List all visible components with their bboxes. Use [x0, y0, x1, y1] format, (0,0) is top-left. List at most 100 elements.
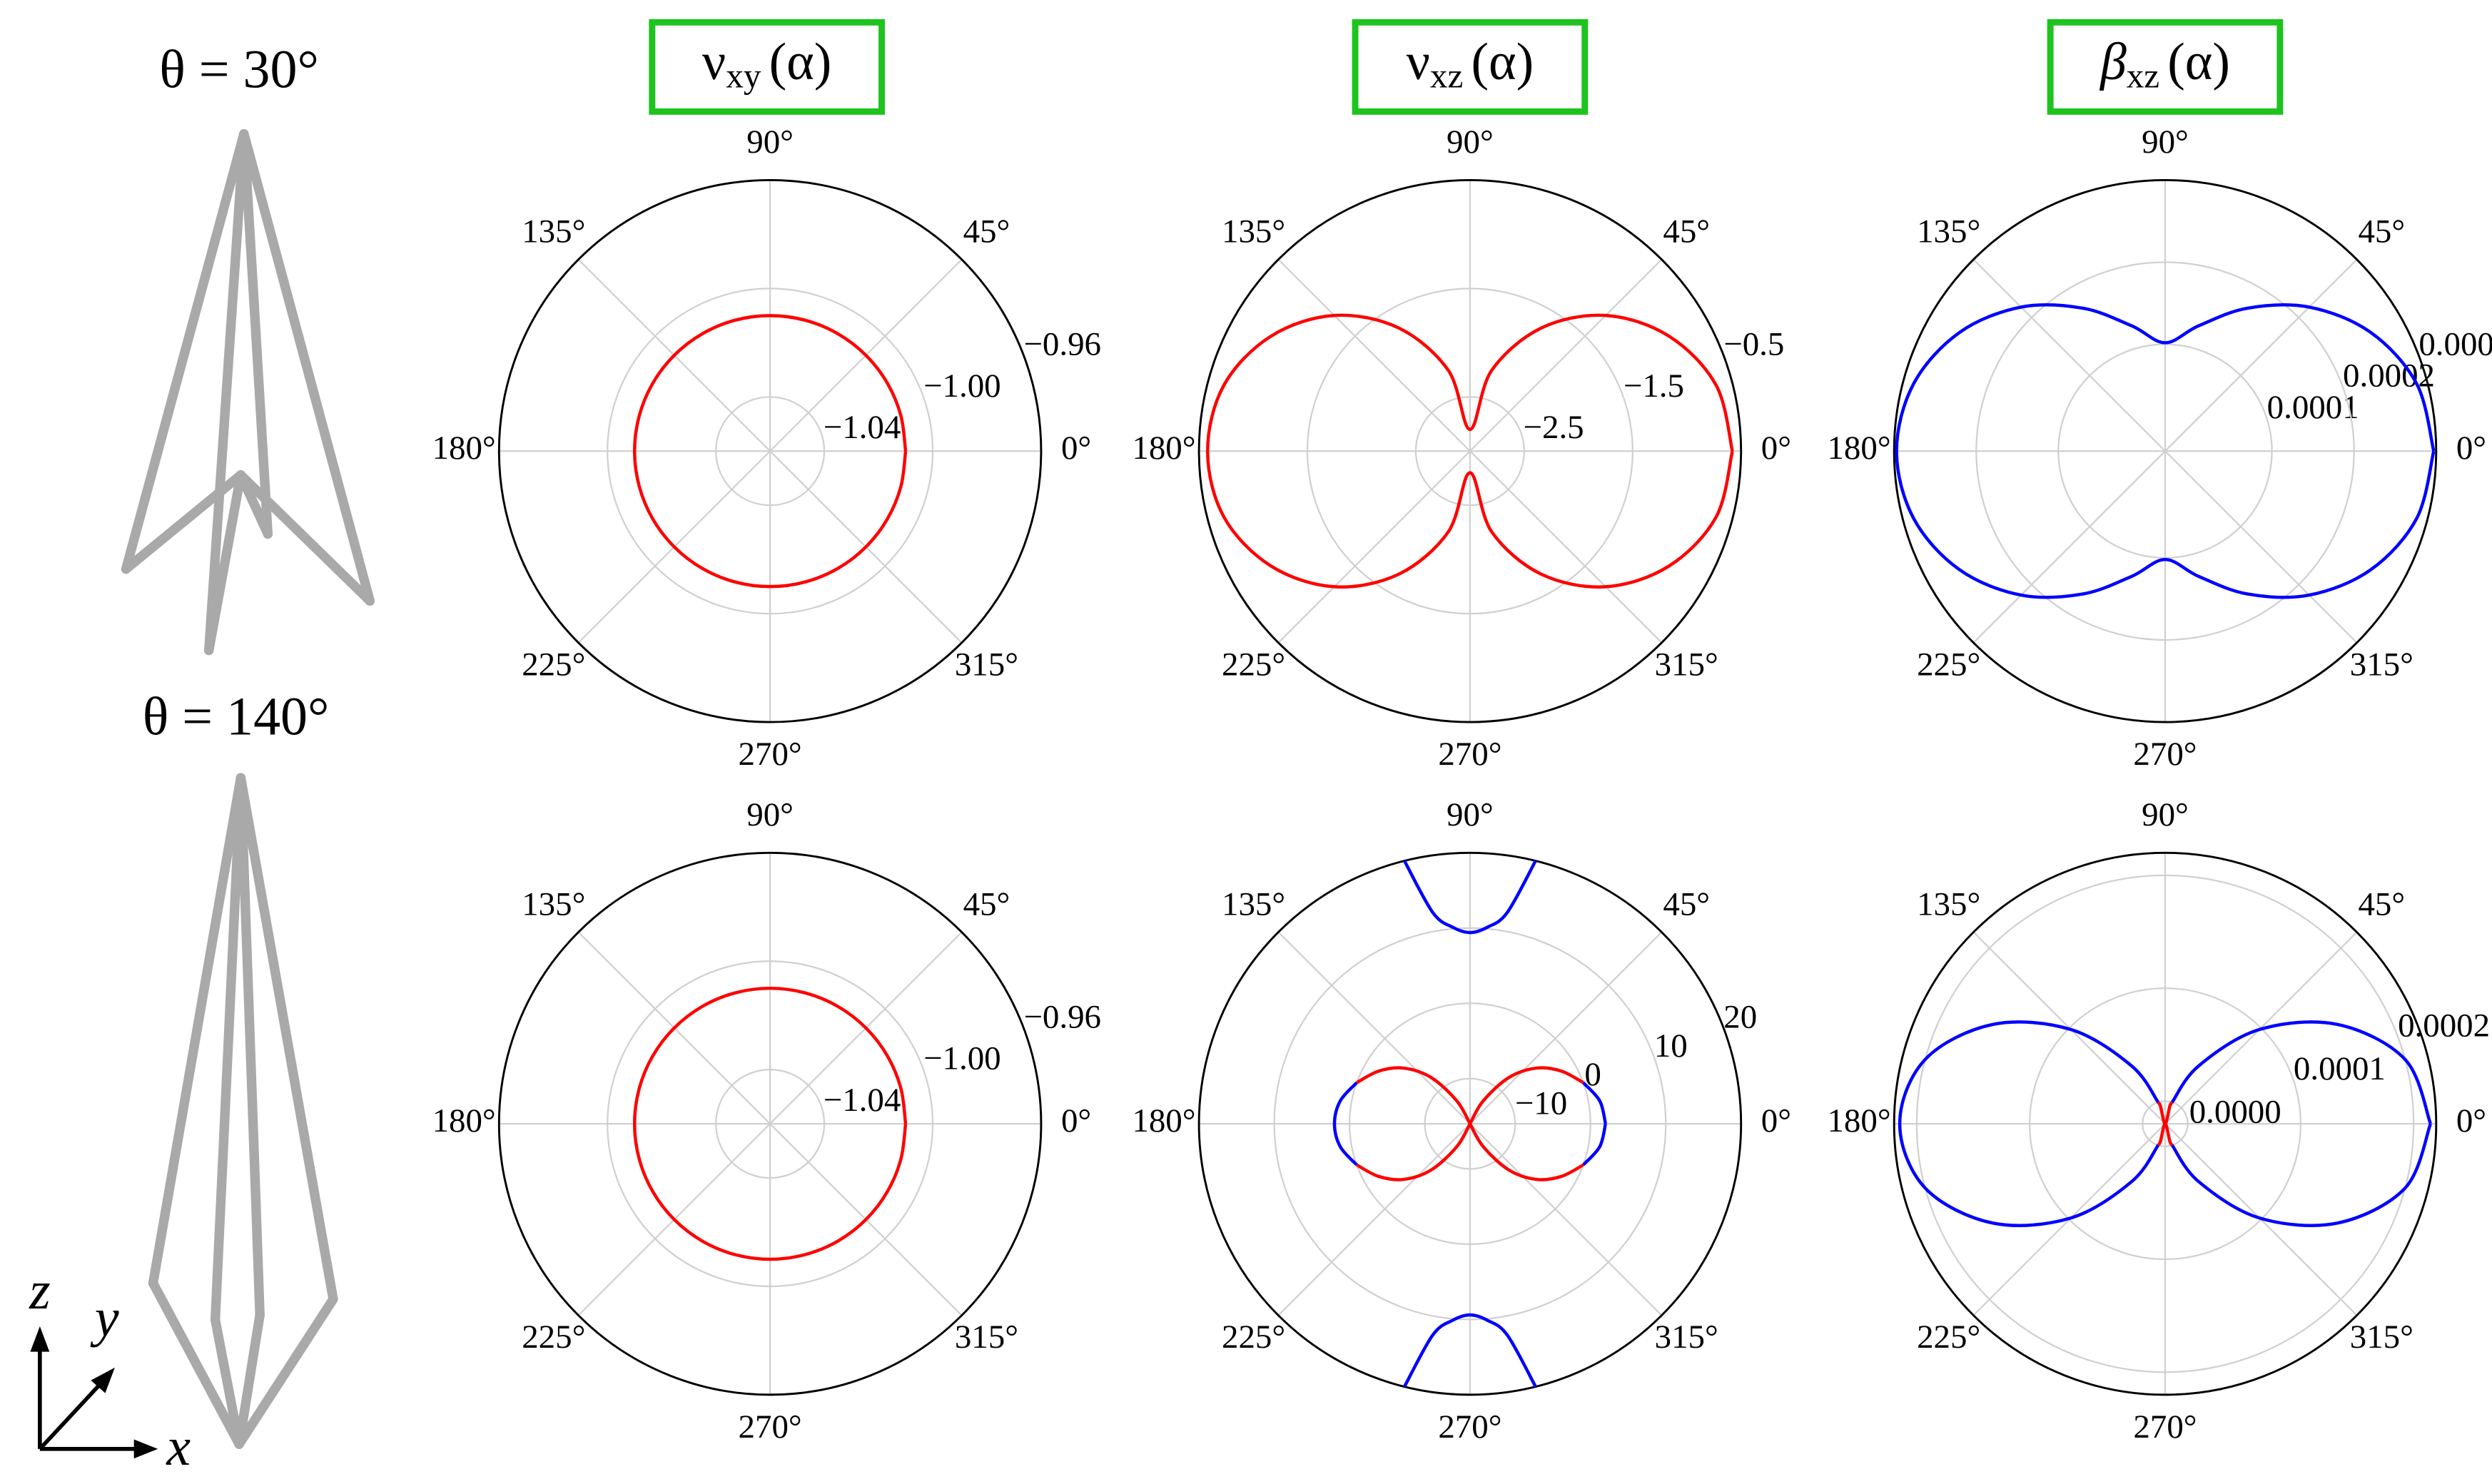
angle-tick-label: 180° [432, 430, 496, 467]
radial-tick-label: 10 [1654, 1027, 1688, 1064]
angle-tick-label: 90° [2142, 796, 2189, 833]
angle-tick-label: 135° [522, 886, 585, 923]
angle-tick-label: 315° [2350, 1318, 2414, 1356]
polar-chart: 0° 45° 90° 135° 180° 225° 270° 315° −10 0 10 20 [1132, 796, 1791, 1445]
spoke-grid-line [2164, 450, 2358, 644]
angle-tick-label: 0° [1061, 1102, 1091, 1139]
radial-tick-label: −1.00 [923, 367, 1001, 405]
title-symbol: ν [1407, 32, 1430, 91]
radial-tick-label: 0 [1584, 1056, 1601, 1093]
polar-frame [497, 179, 1043, 723]
spoke-grid-line [1972, 450, 2166, 644]
polar-curve [1206, 313, 1734, 589]
angle-tick-label: 315° [1655, 646, 1718, 683]
radial-tick-label: −10 [1515, 1085, 1567, 1122]
angle-tick-label: 90° [746, 796, 794, 833]
angle-tick-label: 0° [1761, 430, 1791, 467]
angle-tick-label: 270° [2133, 736, 2197, 773]
spoke-grid-line [1277, 258, 1471, 452]
polar-chart: 0° 45° 90° 135° 180° 225° 270° 315° −1.04 −1.00 −0… [432, 123, 1101, 773]
polar-chart: 0° 45° 90° 135° 180° 225° 270° 315° −1.04 −1.00 −0… [432, 796, 1101, 1445]
angle-tick-label: 180° [432, 1102, 496, 1139]
radial-tick-label: −0.96 [1023, 999, 1101, 1036]
angle-tick-label: 225° [1222, 1318, 1285, 1356]
polar-curve [2157, 1101, 2174, 1147]
angle-tick-label: 90° [1447, 123, 1494, 161]
angle-tick-label: 45° [2358, 886, 2405, 923]
polar-frame [497, 851, 1043, 1396]
angle-tick-label: 45° [963, 213, 1011, 250]
ring-grid-line [607, 288, 934, 615]
ring-grid-line [1306, 288, 1634, 615]
wireframe-bottom [148, 773, 338, 1449]
angle-tick-label: 135° [1222, 886, 1285, 923]
radial-tick-label: −0.96 [1023, 326, 1101, 363]
angle-tick-label: 225° [1917, 646, 1980, 683]
angle-tick-label: 135° [1917, 886, 1980, 923]
radial-tick-label: 0.0001 [2294, 1050, 2386, 1087]
ring-grid-line [2028, 987, 2302, 1261]
ring-grid-line [1424, 1077, 1516, 1170]
angle-tick-label: 90° [1447, 796, 1494, 833]
radial-tick-label: 0.0001 [2267, 389, 2359, 426]
ring-grid-line [607, 960, 934, 1288]
angle-tick-label: 45° [963, 886, 1011, 923]
title-box [649, 19, 885, 115]
radial-tick-label: −1.04 [824, 1082, 901, 1119]
spoke-grid-line [1469, 1123, 1663, 1316]
polar-chart: 0°45°90°135°180°225°270°315°0.00010.0002… [1827, 123, 2492, 773]
polar-curve [1332, 860, 1607, 1388]
wireframe-top [121, 128, 375, 656]
polar-frame [1197, 851, 1743, 1396]
radial-tick-label: −1.04 [824, 409, 901, 446]
angle-tick-label: 270° [1438, 736, 1501, 773]
spoke-grid-line [1277, 450, 1471, 644]
spoke-grid-line [2164, 258, 2358, 452]
angle-tick-label: 270° [1438, 1408, 1501, 1445]
title-subscript: xz [2127, 56, 2159, 96]
title-argument: (α) [1471, 32, 1534, 91]
radial-tick-label: 0.0003 [2418, 326, 2492, 363]
angle-tick-label: 45° [1663, 213, 1710, 250]
axis-letter: y [90, 1288, 119, 1348]
radial-tick-label: −0.5 [1723, 326, 1784, 363]
angle-tick-label: 0° [1761, 1102, 1791, 1139]
radial-tick-label: 0.0000 [2189, 1094, 2281, 1131]
title-box [1352, 19, 1589, 115]
row-label: θ = 30° [159, 39, 319, 99]
radial-tick-label: −2.5 [1524, 409, 1584, 446]
angle-tick-label: 225° [522, 646, 585, 683]
angle-tick-label: 270° [739, 736, 802, 773]
axis-letter: z [29, 1261, 51, 1321]
ring-grid-line [1273, 927, 1667, 1321]
angle-tick-label: 0° [1061, 430, 1091, 467]
title-subscript: xy [726, 56, 761, 96]
angle-tick-label: 45° [1663, 886, 1710, 923]
ring-grid-line [1414, 396, 1525, 507]
angle-tick-label: 270° [739, 1408, 802, 1445]
polar-curve [632, 314, 908, 589]
polar-frame [1893, 851, 2438, 1396]
polar-frame [1197, 179, 1743, 723]
column-title: βxz (α) [2099, 32, 2230, 96]
angle-tick-label: 0° [2456, 430, 2486, 467]
title-symbol: β [2099, 32, 2127, 91]
angle-tick-label: 180° [1132, 1102, 1195, 1139]
angle-tick-label: 315° [2350, 646, 2414, 683]
polar-curve [1356, 1066, 1584, 1181]
radial-tick-label: −1.00 [923, 1040, 1001, 1077]
spoke-grid-line [1277, 931, 1471, 1124]
radial-tick-label: −1.5 [1624, 367, 1684, 405]
angle-tick-label: 315° [955, 1318, 1018, 1356]
polar-curve [1898, 1020, 2432, 1227]
ring-grid-line [1915, 874, 2415, 1373]
polar-curve [632, 986, 908, 1261]
row-label: θ = 140° [143, 687, 330, 747]
spoke-grid-line [1469, 258, 1663, 452]
title-subscript: xz [1430, 56, 1463, 96]
angle-tick-label: 45° [2358, 213, 2405, 250]
angle-tick-label: 315° [955, 646, 1018, 683]
ring-grid-line [2057, 343, 2273, 559]
radial-tick-label: 20 [1723, 999, 1757, 1036]
